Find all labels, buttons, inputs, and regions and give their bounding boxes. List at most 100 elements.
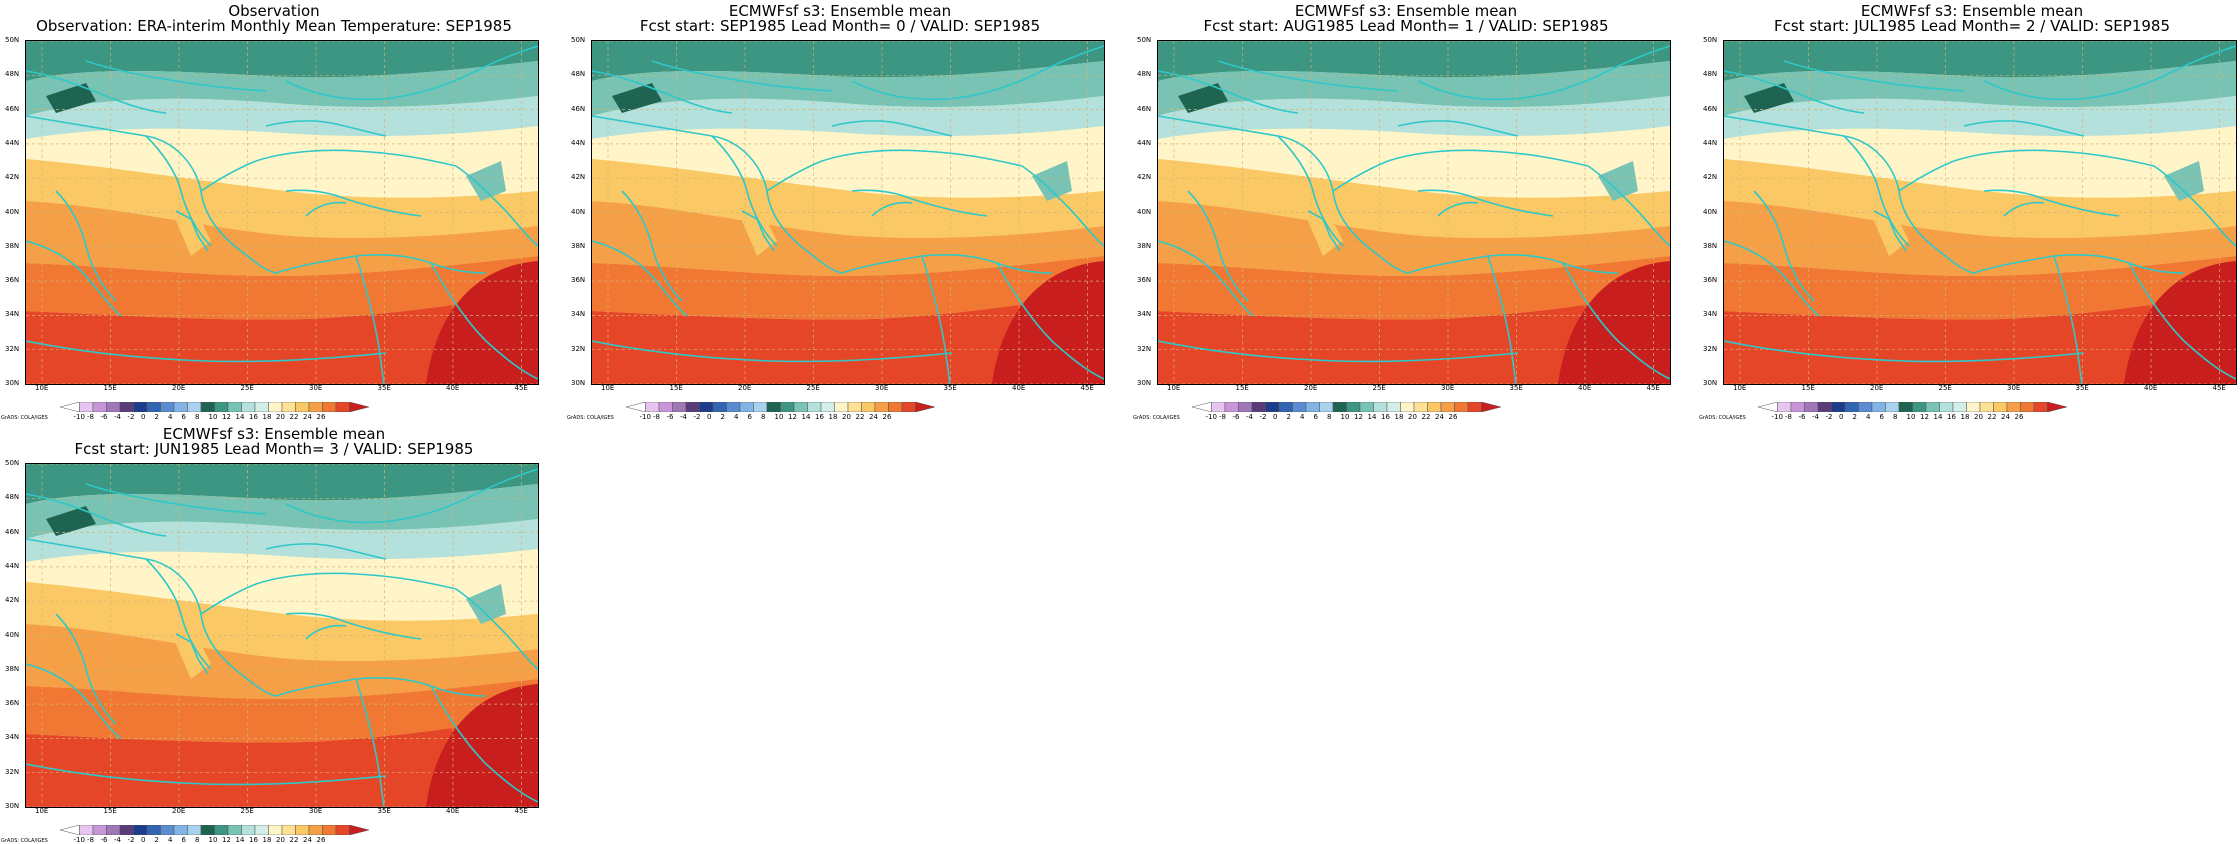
colorbar-swatch [1386,402,1401,412]
latitude-label: 48N [1137,70,1152,79]
latitude-label: 42N [5,596,20,605]
colorbar-label: 20 [842,413,851,421]
colorbar-swatch [1871,402,1886,412]
colorbar-label: 20 [1408,413,1417,421]
colorbar-label: 16 [1947,413,1956,421]
colorbar-swatch [227,402,242,412]
colorbar-label: -6 [100,413,108,421]
longitude-label: 40E [446,384,460,392]
colorbar-swatch [1400,402,1415,412]
coastline [455,588,538,670]
colorbar [60,402,369,412]
coastline [285,612,422,640]
latitude-label: 42N [1137,173,1152,182]
coastline [26,538,277,697]
longitude-label: 45E [2212,384,2226,392]
latitude-label: 38N [1137,241,1152,250]
coastline [265,120,387,137]
coastline [275,677,487,697]
colorbar-label: 16 [249,413,258,421]
longitude-label: 40E [2144,384,2158,392]
latitude-label: 50N [1703,36,1718,44]
colorbar-swatch [1885,402,1900,412]
colorbar-swatch [1238,402,1253,412]
colorbar-swatch [2033,402,2048,412]
longitude-label: 20E [172,384,186,392]
coastline [1332,149,1589,192]
coastline [265,543,387,560]
colorbar-label: 24 [1435,413,1444,421]
colorbar [1192,402,1501,412]
colorbar-swatch [1413,402,1428,412]
latitude-label: 44N [1703,138,1718,147]
map-area [1157,40,1671,385]
coastline [1587,165,1670,247]
colorbar-swatch [241,402,256,412]
temperature-band [592,159,1104,238]
longitude-label: 45E [1080,384,1094,392]
colorbar-swatch [322,825,337,835]
longitude-label: 15E [1801,384,1815,392]
longitude-label: 15E [669,384,683,392]
map-panel: ECMWFsf s3: Ensemble mean Fcst start: AUG… [1132,0,1680,421]
temperature-band [2124,261,2236,384]
coastline [831,120,953,137]
colorbar-label: -6 [1798,413,1806,421]
grads-credit: GrADS: COLA/IGES [1133,415,1180,421]
colorbar-label: 8 [195,413,200,421]
temperature-band [592,96,1104,139]
colorbar-label: 2 [154,836,159,844]
latitude-label: 36N [571,276,586,285]
colorbar-swatch [1790,402,1805,412]
colorbar-label: 22 [289,836,299,844]
latitude-label: 44N [5,561,20,570]
coastline [200,572,457,615]
colorbar-swatch [322,402,337,412]
coastline [55,190,117,302]
temperature-band [992,261,1104,384]
colorbar-label: 12 [1920,413,1929,421]
colorbar-swatch [1481,402,1501,412]
colorbar-swatch [1346,402,1361,412]
temperature-band [1158,291,1670,384]
longitude-label: 25E [1372,384,1386,392]
colorbar [626,402,935,412]
latitude-label: 40N [1703,207,1718,216]
temperature-band [2164,161,2204,201]
colorbar-swatch [672,402,687,412]
colorbar-label: 18 [1960,413,1970,421]
coastline [1307,210,1341,252]
colorbar-label: 6 [1313,413,1318,421]
coastline [26,70,167,114]
longitude-label: 15E [103,807,117,815]
coastline [1437,201,1479,217]
temperature-band [592,291,1104,384]
coastline [2153,165,2236,247]
colorbar-label: -10 [1771,413,1783,421]
colorbar-label: 12 [1354,413,1363,421]
colorbar-swatch [1278,402,1293,412]
colorbar-swatch [254,825,269,835]
panel-subtitle: Fcst start: SEP1985 Lead Month= 0 / VALI… [639,17,1041,35]
colorbar-swatch [807,402,822,412]
colorbar-swatch [820,402,835,412]
coastline [1417,189,1554,217]
colorbar-swatch [281,825,296,835]
colorbar-swatch [79,825,94,835]
colorbar-swatch [753,402,768,412]
longitude-label: 10E [1733,384,1747,392]
longitude-label: 35E [377,384,391,392]
latitude-label: 46N [5,104,20,113]
colorbar-swatch [60,402,80,412]
map-panel: Observation Observation: ERA-interim Mont… [0,0,548,421]
colorbar-label: 16 [815,413,824,421]
colorbar-swatch [901,402,916,412]
colorbar-label: 14 [235,413,245,421]
temperature-band [176,634,211,679]
panel-subtitle: Fcst start: JUL1985 Lead Month= 2 / VALI… [1773,17,2171,35]
colorbar-swatch [793,402,808,412]
panel-title: ECMWFsf s3: Ensemble mean [1294,2,1518,20]
colorbar-swatch [268,402,283,412]
temperature-band [1178,83,1228,113]
colorbar-swatch [1359,402,1374,412]
